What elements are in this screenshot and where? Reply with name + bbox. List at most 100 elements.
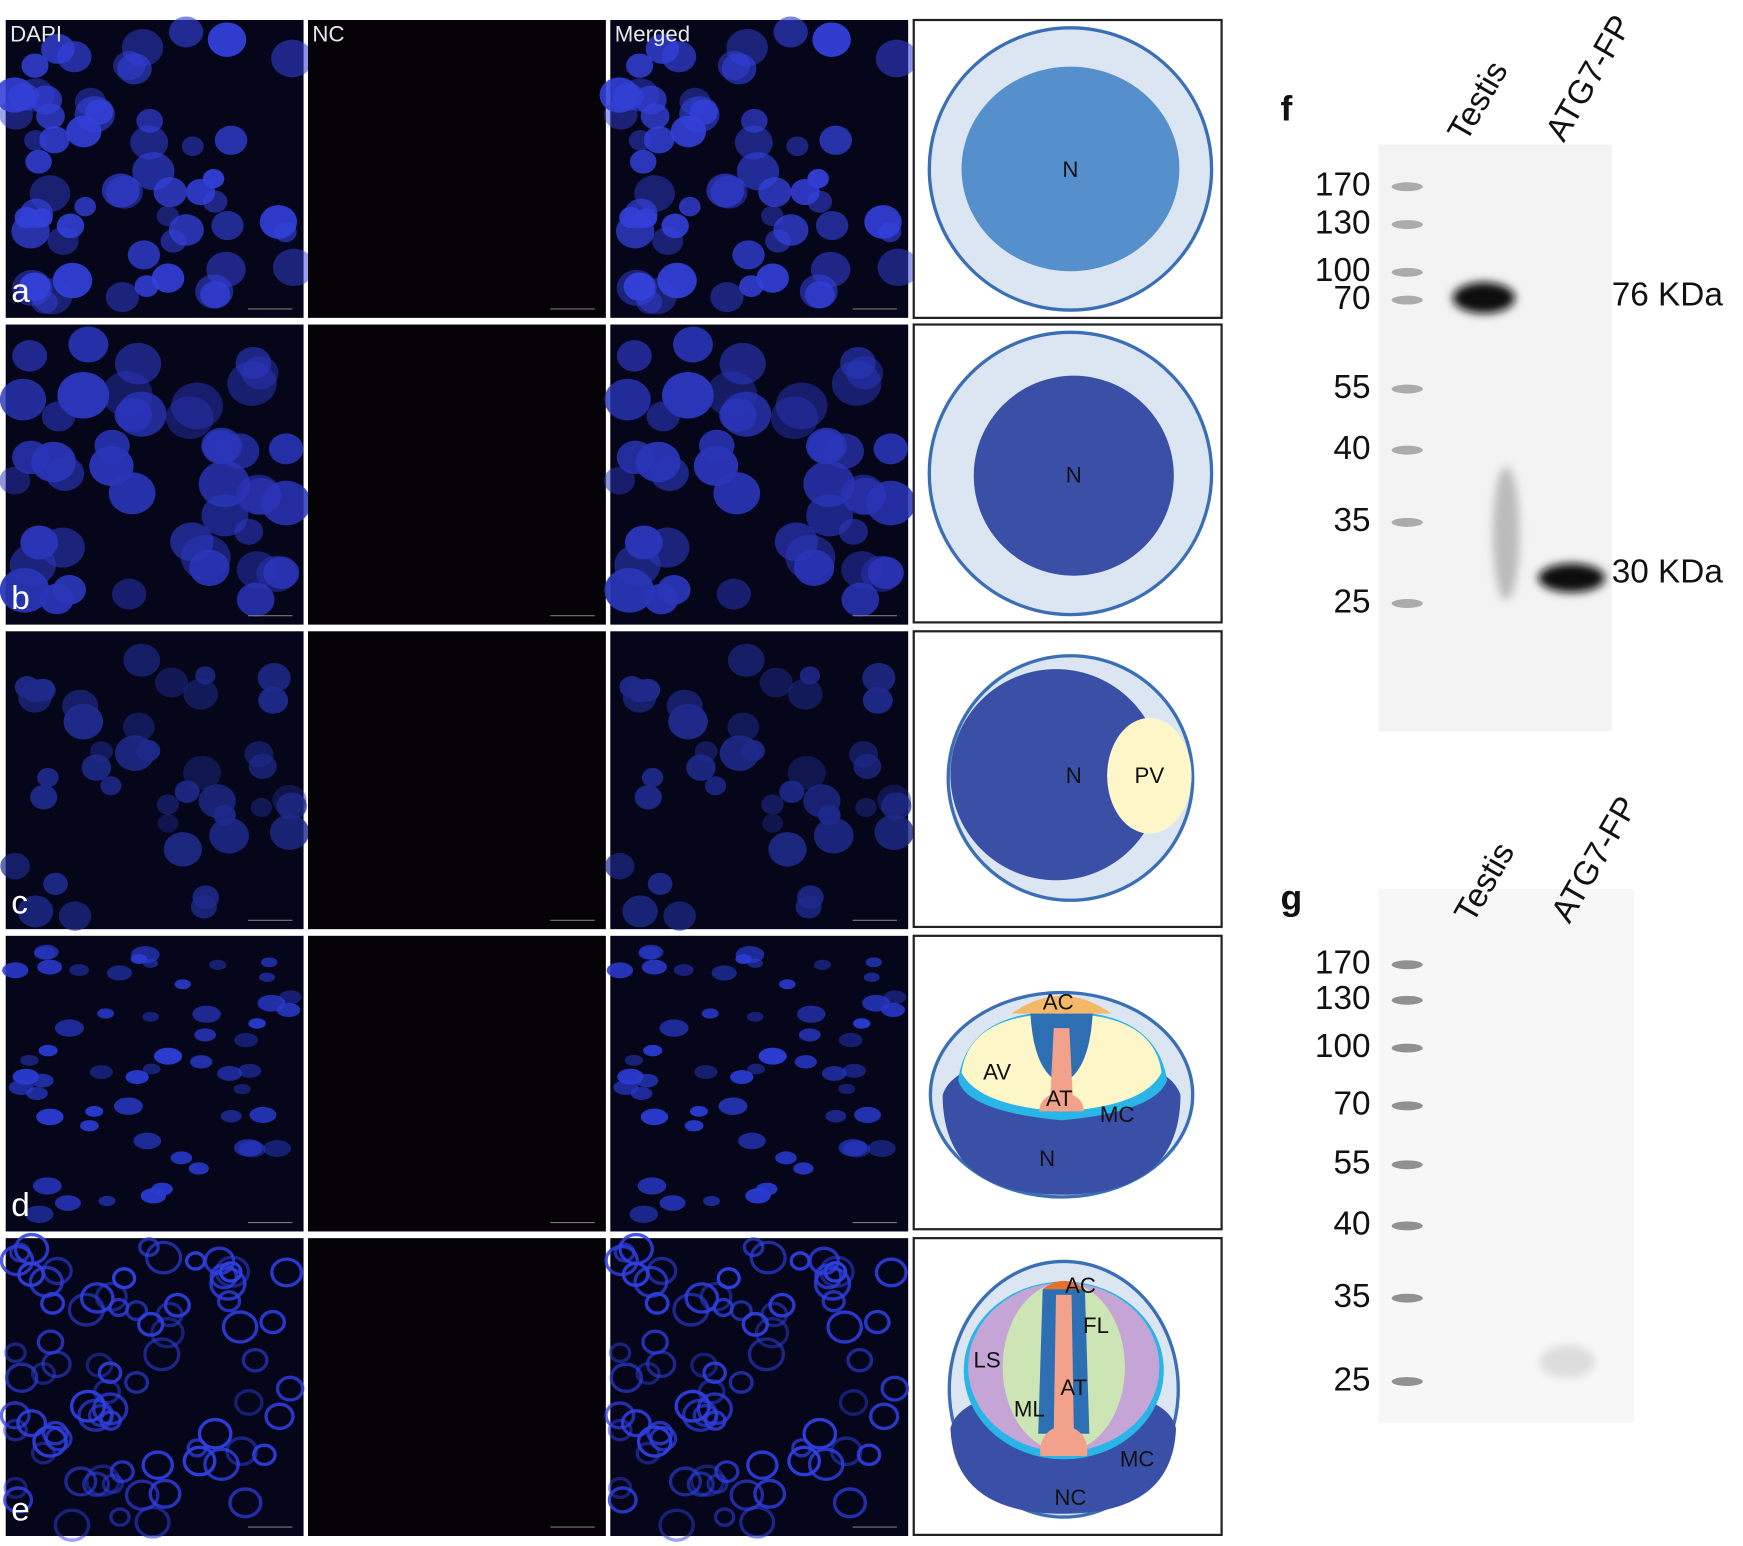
nucleus (54, 1019, 84, 1037)
ring (36, 1329, 65, 1355)
nucleus (116, 391, 167, 437)
nucleus (735, 946, 765, 964)
nucleus (134, 275, 159, 298)
nucleus (877, 248, 920, 287)
marker-label: 100 (1315, 1028, 1371, 1065)
micrograph (308, 935, 606, 1232)
ring (697, 1379, 726, 1405)
nucleus (736, 152, 780, 191)
ring (609, 1362, 644, 1393)
ring (742, 1237, 765, 1258)
nucleus (622, 895, 658, 928)
nucleus (171, 382, 223, 430)
nucleus (883, 990, 907, 1004)
ring (252, 1443, 277, 1467)
nucleus (271, 39, 314, 78)
nucleus (237, 1063, 262, 1078)
nucleus (739, 275, 764, 298)
ring (703, 1410, 727, 1431)
acroplaxome (1040, 1294, 1088, 1456)
ladder-band (1391, 220, 1423, 229)
nucleus (793, 1162, 814, 1175)
nucleus (727, 643, 765, 677)
ring (93, 1379, 121, 1405)
nucleus (711, 965, 737, 981)
nucleus (672, 326, 713, 363)
ring (87, 1404, 114, 1428)
nucleus (787, 755, 826, 791)
nucleus (686, 754, 716, 781)
nucleus (641, 767, 664, 788)
ladder-band (1391, 1043, 1423, 1053)
blot-g: g Testis ATG7-FP (1281, 790, 1645, 1423)
ring (241, 1347, 269, 1373)
ring (234, 1389, 264, 1416)
nucleus (113, 1097, 143, 1115)
nucleus (797, 885, 824, 910)
ring (868, 1402, 900, 1431)
ring (41, 1420, 69, 1446)
nucleus (640, 1108, 669, 1126)
ring (607, 1486, 638, 1514)
nucleus (58, 901, 92, 931)
nucleus (213, 804, 237, 826)
nucleus (236, 582, 275, 617)
nucleus (30, 1073, 54, 1088)
marker-label: 25 (1333, 583, 1370, 620)
ring (753, 1478, 787, 1509)
nucleus (867, 556, 904, 590)
nucleus (775, 382, 828, 430)
nucleus (238, 1141, 266, 1158)
nucleus (786, 136, 809, 157)
nucleus (219, 433, 260, 469)
nucleus (263, 1140, 292, 1157)
nucleus (32, 1177, 62, 1195)
ring (92, 1392, 129, 1426)
diagram-label: N (1066, 463, 1082, 488)
nucleus (117, 53, 152, 85)
nucleus (166, 396, 214, 439)
ring (863, 1309, 891, 1335)
nucleus (30, 784, 58, 810)
nucleus (220, 1109, 242, 1123)
nucleus (121, 28, 164, 67)
nucleus (773, 16, 808, 48)
nucleus (759, 667, 793, 698)
nucleus (666, 689, 703, 723)
nucleus (170, 522, 214, 562)
lane-label: Testis (1441, 55, 1516, 147)
nucleus (31, 441, 76, 483)
nucleus (817, 804, 841, 826)
ring (880, 1375, 910, 1402)
nucleus (234, 1032, 258, 1048)
nucleus (106, 965, 133, 981)
nucleus (825, 1109, 847, 1123)
nucleus (36, 1108, 64, 1126)
nucleus (98, 1195, 116, 1207)
ring (141, 1450, 174, 1480)
nucleus (638, 946, 660, 960)
ring (838, 1389, 869, 1416)
ring (874, 1257, 908, 1288)
band (1452, 282, 1516, 314)
nucleus (168, 16, 204, 48)
nucleus (643, 126, 675, 154)
ring (686, 1471, 715, 1497)
nucleus (659, 1195, 686, 1211)
ring (228, 1487, 263, 1519)
nucleus (94, 429, 130, 462)
nucleus (865, 957, 882, 968)
nucleus (0, 378, 47, 421)
ladder-band (1391, 517, 1423, 527)
ring (604, 1401, 636, 1430)
nucleus (770, 396, 819, 439)
nucleus (821, 1066, 847, 1081)
nucleus (604, 852, 635, 880)
nucleus (12, 269, 53, 306)
ring (3, 1476, 28, 1500)
diagram-label: AT (1060, 1375, 1087, 1400)
nucleus (268, 433, 304, 465)
lane-label: ATG7-FP (1539, 9, 1640, 147)
nucleus (7, 82, 40, 111)
ring (197, 1417, 233, 1450)
